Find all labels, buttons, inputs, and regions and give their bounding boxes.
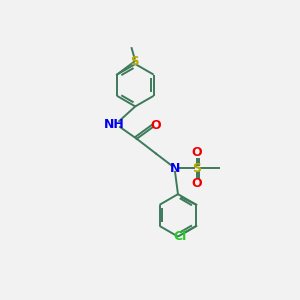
Text: O: O [192,146,203,159]
Text: O: O [150,119,160,132]
Text: N: N [170,162,180,175]
Text: S: S [130,55,139,68]
Text: S: S [193,162,202,175]
Text: O: O [192,177,203,190]
Text: Cl: Cl [173,230,187,243]
Text: NH: NH [104,118,125,130]
